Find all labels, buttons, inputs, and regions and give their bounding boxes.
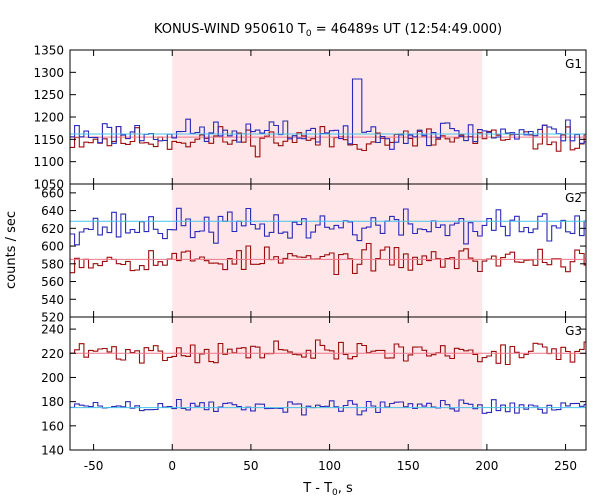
x-axis-label-subscript: 0 xyxy=(332,488,338,498)
y-axis-label: counts / sec xyxy=(4,211,19,289)
chart-title-main: KONUS-WIND 950610 T xyxy=(154,22,306,37)
y-tick-label-g2: 520 xyxy=(41,311,64,325)
y-tick-label-g3: 160 xyxy=(41,419,64,433)
x-tick-label: 0 xyxy=(168,459,176,473)
x-axis-label-rest: , s xyxy=(338,481,353,496)
y-tick-label-g2: 620 xyxy=(41,222,64,236)
chart-title-rest: = 46489s UT (12:54:49.000) xyxy=(312,22,502,37)
y-tick-label-g1: 1200 xyxy=(33,111,64,125)
series-g1-red xyxy=(70,124,586,158)
y-tick-label-g1: 1350 xyxy=(33,44,64,58)
y-tick-label-g1: 1300 xyxy=(33,66,64,80)
y-tick-label-g1: 1050 xyxy=(33,178,64,192)
y-tick-label-g3: 220 xyxy=(41,347,64,361)
series-g2-red xyxy=(70,242,586,276)
chart-title: KONUS-WIND 950610 T0 = 46489s UT (12:54:… xyxy=(154,22,502,39)
x-tick-label: 250 xyxy=(554,459,577,473)
series-g1-blue xyxy=(70,78,586,150)
y-tick-label-g2: 580 xyxy=(41,257,64,271)
y-tick-label-g2: 640 xyxy=(41,204,64,218)
x-tick-label: 150 xyxy=(397,459,420,473)
highlight-region-g2 xyxy=(172,184,483,317)
panel-frame-g3 xyxy=(69,316,587,451)
y-tick-label-g1: 1100 xyxy=(33,155,64,169)
highlight-region-g3 xyxy=(172,317,483,450)
y-tick-label-g1: 1250 xyxy=(33,88,64,102)
x-tick-label: 50 xyxy=(243,459,258,473)
x-tick-label: 100 xyxy=(318,459,341,473)
y-tick-label-g1: 1150 xyxy=(33,133,64,147)
y-tick-label-g2: 560 xyxy=(41,275,64,289)
y-tick-label-g2: 540 xyxy=(41,293,64,307)
x-axis-label-main: T - T xyxy=(302,481,332,496)
y-tick-label-g3: 140 xyxy=(41,444,64,458)
x-tick-label: -50 xyxy=(84,459,104,473)
x-tick-label: 200 xyxy=(475,459,498,473)
series-g3-red xyxy=(70,339,586,366)
series-g3-blue xyxy=(70,398,586,416)
series-g2-blue xyxy=(70,207,586,246)
y-tick-label-g3: 240 xyxy=(41,323,64,337)
y-tick-label-g3: 200 xyxy=(41,371,64,385)
y-tick-label-g2: 660 xyxy=(41,186,64,200)
highlight-region-g1 xyxy=(172,50,483,184)
x-axis-label: T - T0, s xyxy=(302,481,353,498)
panel-label-g3: G3 xyxy=(565,324,582,338)
y-tick-label-g2: 600 xyxy=(41,240,64,254)
y-tick-label-g3: 180 xyxy=(41,395,64,409)
chart-title-subscript: 0 xyxy=(306,29,312,39)
panel-label-g1: G1 xyxy=(565,57,582,71)
panel-label-g2: G2 xyxy=(565,191,582,205)
